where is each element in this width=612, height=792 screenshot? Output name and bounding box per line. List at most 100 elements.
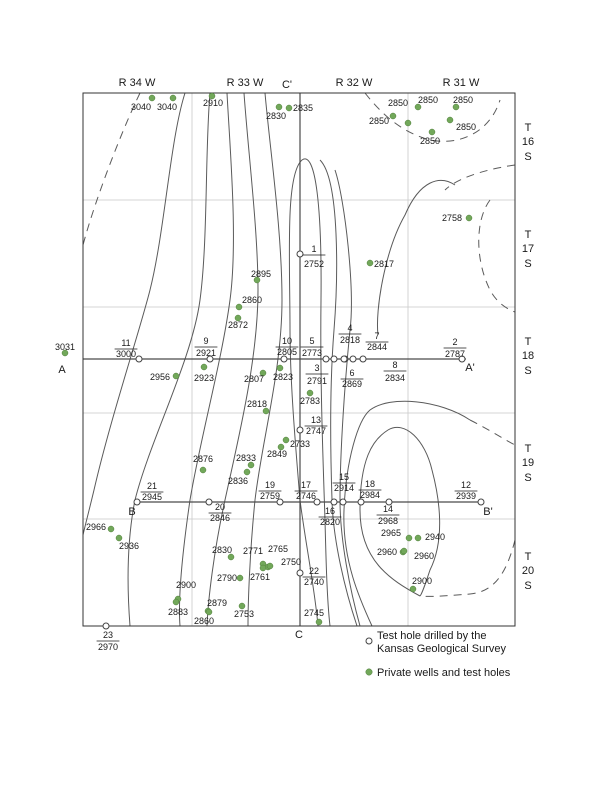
private-well-elevation: 2850 xyxy=(418,95,438,105)
township-label-t17s-t: T xyxy=(525,229,532,241)
private-well-elevation: 2883 xyxy=(168,607,188,617)
private-well-marker xyxy=(247,461,255,469)
kgs-hole-marker xyxy=(133,498,141,506)
private-well-elevation: 2895 xyxy=(251,269,271,279)
kgs-hole-elevation: 2773 xyxy=(302,348,322,358)
private-well: 2872 xyxy=(228,314,248,330)
private-well-elevation: 3031 xyxy=(55,342,75,352)
township-label-t17s-num: 17 xyxy=(522,243,534,255)
township-label-t18s-t: T xyxy=(525,336,532,348)
private-well-marker xyxy=(236,574,244,582)
kgs-hole-marker xyxy=(385,498,393,506)
private-well-elevation: 2771 xyxy=(243,546,263,556)
private-well: 2956 xyxy=(150,372,180,382)
private-well: 2745 xyxy=(304,608,324,626)
private-well-marker xyxy=(404,119,412,127)
private-well-marker xyxy=(259,369,267,377)
cross-section-lines xyxy=(83,93,481,626)
private-well-elevation: 2956 xyxy=(150,372,170,382)
legend-wells-label: Private wells and test holes xyxy=(377,667,511,679)
private-well-marker xyxy=(208,92,216,100)
private-well: 2960 xyxy=(400,547,434,561)
private-well-elevation: 2940 xyxy=(425,532,445,542)
township-label-t20s-t: T xyxy=(525,551,532,563)
township-label-t16s-num: 16 xyxy=(522,136,534,148)
private-well-elevation: 2823 xyxy=(273,372,293,382)
private-well: 2936 xyxy=(115,534,139,551)
private-well: 2807 xyxy=(244,369,267,384)
section-label-b-prime: B' xyxy=(483,506,492,518)
kgs-test-hole: 5 2773 xyxy=(300,336,330,363)
kgs-hole-marker xyxy=(280,355,288,363)
legend-kgs-label-line1: Test hole drilled by the xyxy=(377,630,486,642)
kgs-hole-marker xyxy=(322,355,330,363)
private-well-marker xyxy=(199,466,207,474)
private-well-marker xyxy=(200,363,208,371)
township-label-t20s-num: 20 xyxy=(522,565,534,577)
kgs-hole-marker xyxy=(330,498,338,506)
township-label-t20s-s: S xyxy=(524,580,531,592)
kgs-hole-marker xyxy=(206,355,214,363)
township-label-t16s-s: S xyxy=(524,151,531,163)
private-well-marker xyxy=(405,534,413,542)
private-well: 2860 xyxy=(194,608,214,626)
kgs-hole-elevation: 2844 xyxy=(367,342,387,352)
kgs-hole-marker xyxy=(296,250,304,258)
private-well-elevation: 2830 xyxy=(266,111,286,121)
private-well-elevation: 2807 xyxy=(244,374,264,384)
private-well: 2823 xyxy=(273,364,293,382)
kgs-hole-elevation: 2752 xyxy=(304,259,324,269)
private-well-elevation: 2966 xyxy=(86,522,106,532)
legend-kgs-label-line2: Kansas Geological Survey xyxy=(377,643,507,655)
kgs-hole-elevation: 2747 xyxy=(306,426,326,436)
private-well: 2850 xyxy=(414,95,438,111)
kgs-hole-id: 22 xyxy=(309,566,319,576)
private-well: 2733 xyxy=(282,436,310,449)
private-well-elevation: 2936 xyxy=(119,541,139,551)
range-label-r32w: R 32 W xyxy=(336,77,373,89)
private-well-marker xyxy=(266,562,274,570)
kgs-hole-id: 19 xyxy=(265,480,275,490)
kgs-hole-id: 13 xyxy=(311,415,321,425)
private-well: 2836 xyxy=(228,468,251,486)
kgs-test-hole: 23 2970 xyxy=(96,622,120,652)
private-well-elevation: 3040 xyxy=(157,102,177,112)
range-label-r31w: R 31 W xyxy=(443,77,480,89)
private-well-elevation: 2790 xyxy=(217,573,237,583)
township-label-t18s-num: 18 xyxy=(522,350,534,362)
private-well-marker xyxy=(238,602,246,610)
private-well: 3040 xyxy=(131,94,156,112)
private-well-marker xyxy=(169,94,177,102)
private-well-marker xyxy=(205,608,213,616)
kgs-hole-elevation: 2746 xyxy=(296,491,316,501)
township-label-t17s-s: S xyxy=(524,258,531,270)
private-well-elevation: 2833 xyxy=(236,453,256,463)
private-well: 2817 xyxy=(366,259,394,269)
kgs-hole-elevation: 3000 xyxy=(116,349,136,359)
kgs-hole-elevation: 2914 xyxy=(334,483,354,493)
kgs-hole-id: 4 xyxy=(347,323,352,333)
private-well-elevation: 2910 xyxy=(203,98,223,108)
private-well-marker xyxy=(452,103,460,111)
kgs-hole-elevation: 2970 xyxy=(98,642,118,652)
section-label-c: C xyxy=(295,629,303,641)
private-well: 2753 xyxy=(234,602,254,619)
kgs-hole-marker xyxy=(276,498,284,506)
private-well: 2850 xyxy=(452,95,473,111)
private-well-elevation: 2860 xyxy=(242,295,262,305)
private-well: 2761 xyxy=(250,564,270,582)
private-well-elevation: 2850 xyxy=(420,136,440,146)
private-well-elevation: 2879 xyxy=(207,598,227,608)
private-well: 2850 xyxy=(446,116,476,132)
private-well-elevation: 2860 xyxy=(194,616,214,626)
private-well-elevation: 2876 xyxy=(193,454,213,464)
kgs-hole-elevation: 2968 xyxy=(378,516,398,526)
township-labels: T 16 S T 17 S T 18 S T 19 S T 20 S xyxy=(522,122,534,592)
